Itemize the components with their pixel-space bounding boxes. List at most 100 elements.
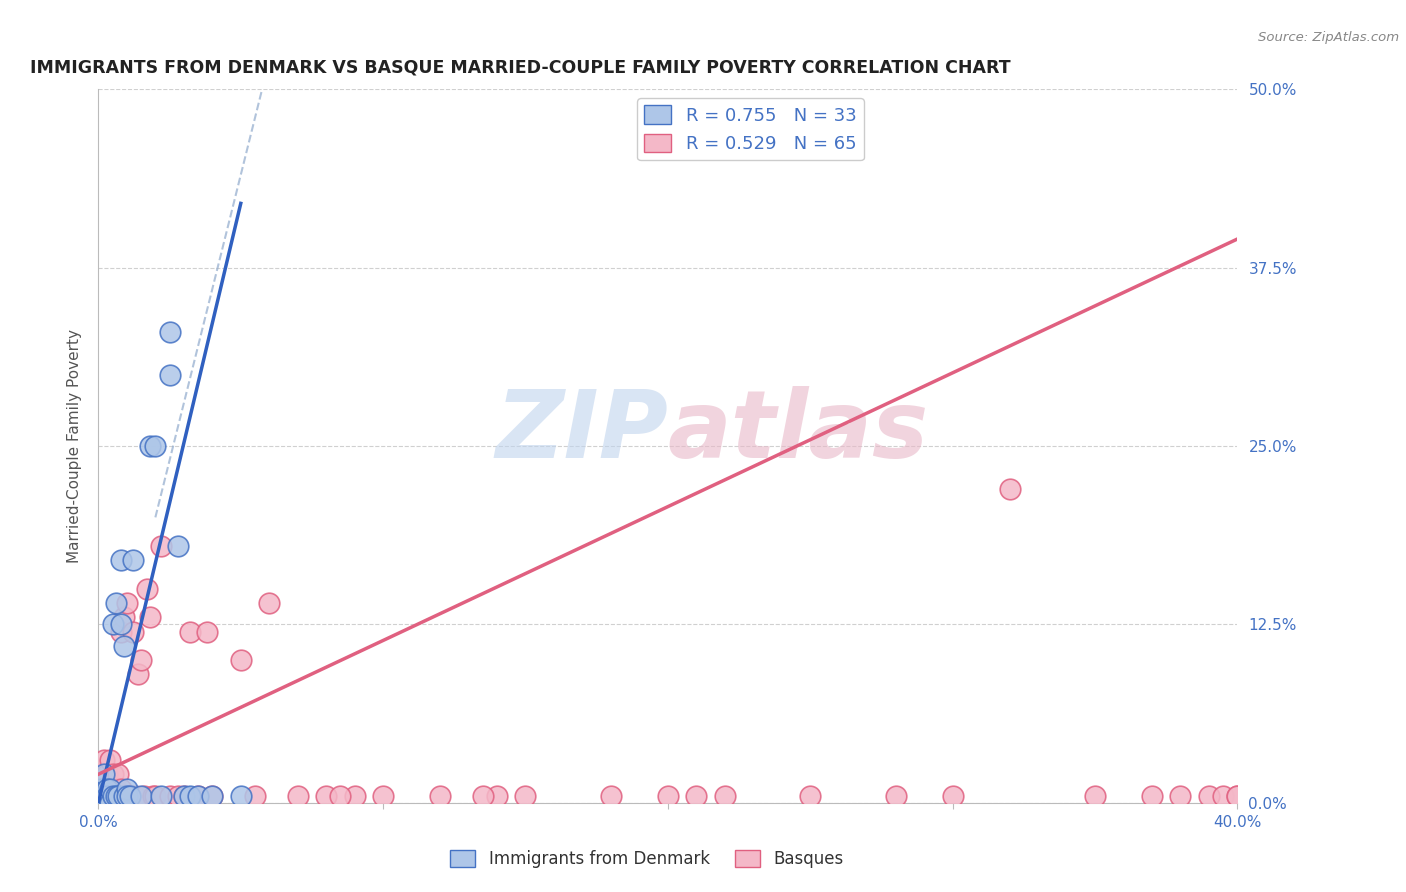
- Point: [145, 789, 167, 803]
- Point: [104, 789, 127, 803]
- Point: [101, 789, 124, 803]
- Y-axis label: Married-Couple Family Poverty: Married-Couple Family Poverty: [67, 329, 83, 563]
- Point: [942, 789, 965, 803]
- Point: [93, 753, 115, 767]
- Point: [121, 553, 143, 567]
- Point: [884, 789, 907, 803]
- Point: [799, 789, 821, 803]
- Point: [159, 368, 181, 382]
- Point: [112, 789, 135, 803]
- Legend: R = 0.755   N = 33, R = 0.529   N = 65: R = 0.755 N = 33, R = 0.529 N = 65: [637, 98, 863, 161]
- Point: [429, 789, 451, 803]
- Point: [329, 789, 352, 803]
- Point: [315, 789, 337, 803]
- Point: [90, 781, 112, 796]
- Point: [115, 596, 138, 610]
- Point: [101, 789, 124, 803]
- Point: [714, 789, 737, 803]
- Point: [201, 789, 224, 803]
- Point: [98, 753, 121, 767]
- Point: [110, 781, 132, 796]
- Point: [141, 789, 163, 803]
- Point: [98, 796, 121, 810]
- Point: [1212, 789, 1234, 803]
- Point: [1170, 789, 1192, 803]
- Point: [127, 667, 149, 681]
- Point: [118, 789, 141, 803]
- Point: [101, 617, 124, 632]
- Point: [135, 582, 157, 596]
- Text: atlas: atlas: [668, 385, 929, 478]
- Point: [486, 789, 509, 803]
- Text: IMMIGRANTS FROM DENMARK VS BASQUE MARRIED-COUPLE FAMILY POVERTY CORRELATION CHAR: IMMIGRANTS FROM DENMARK VS BASQUE MARRIE…: [30, 59, 1011, 77]
- Point: [115, 789, 138, 803]
- Point: [98, 789, 121, 803]
- Point: [600, 789, 623, 803]
- Point: [150, 539, 173, 553]
- Point: [96, 781, 118, 796]
- Point: [110, 617, 132, 632]
- Point: [201, 789, 224, 803]
- Point: [159, 325, 181, 339]
- Point: [107, 767, 129, 781]
- Point: [96, 781, 118, 796]
- Point: [115, 789, 138, 803]
- Point: [229, 653, 252, 667]
- Point: [107, 789, 129, 803]
- Point: [173, 789, 195, 803]
- Point: [138, 610, 160, 624]
- Point: [118, 789, 141, 803]
- Point: [998, 482, 1021, 496]
- Point: [179, 789, 201, 803]
- Point: [1140, 789, 1163, 803]
- Point: [104, 781, 127, 796]
- Point: [129, 653, 152, 667]
- Point: [121, 624, 143, 639]
- Point: [124, 789, 146, 803]
- Point: [373, 789, 395, 803]
- Point: [195, 624, 218, 639]
- Point: [112, 610, 135, 624]
- Point: [173, 789, 195, 803]
- Point: [104, 596, 127, 610]
- Point: [104, 789, 127, 803]
- Point: [657, 789, 679, 803]
- Point: [138, 439, 160, 453]
- Point: [187, 789, 209, 803]
- Point: [90, 767, 112, 781]
- Point: [167, 539, 190, 553]
- Point: [115, 781, 138, 796]
- Point: [101, 767, 124, 781]
- Text: ZIP: ZIP: [495, 385, 668, 478]
- Point: [150, 789, 173, 803]
- Point: [167, 789, 190, 803]
- Legend: Immigrants from Denmark, Basques: Immigrants from Denmark, Basques: [443, 843, 851, 875]
- Point: [132, 789, 155, 803]
- Point: [112, 639, 135, 653]
- Point: [129, 789, 152, 803]
- Point: [112, 789, 135, 803]
- Point: [145, 439, 167, 453]
- Point: [93, 767, 115, 781]
- Point: [1198, 789, 1220, 803]
- Point: [259, 596, 281, 610]
- Point: [98, 781, 121, 796]
- Point: [287, 789, 309, 803]
- Point: [159, 789, 181, 803]
- Point: [107, 789, 129, 803]
- Text: Source: ZipAtlas.com: Source: ZipAtlas.com: [1258, 31, 1399, 45]
- Point: [1226, 789, 1249, 803]
- Point: [471, 789, 494, 803]
- Point: [685, 789, 707, 803]
- Point: [110, 624, 132, 639]
- Point: [1226, 789, 1249, 803]
- Point: [96, 767, 118, 781]
- Point: [515, 789, 537, 803]
- Point: [110, 553, 132, 567]
- Point: [93, 789, 115, 803]
- Point: [229, 789, 252, 803]
- Point: [90, 789, 112, 803]
- Point: [90, 789, 112, 803]
- Point: [179, 624, 201, 639]
- Point: [1084, 789, 1107, 803]
